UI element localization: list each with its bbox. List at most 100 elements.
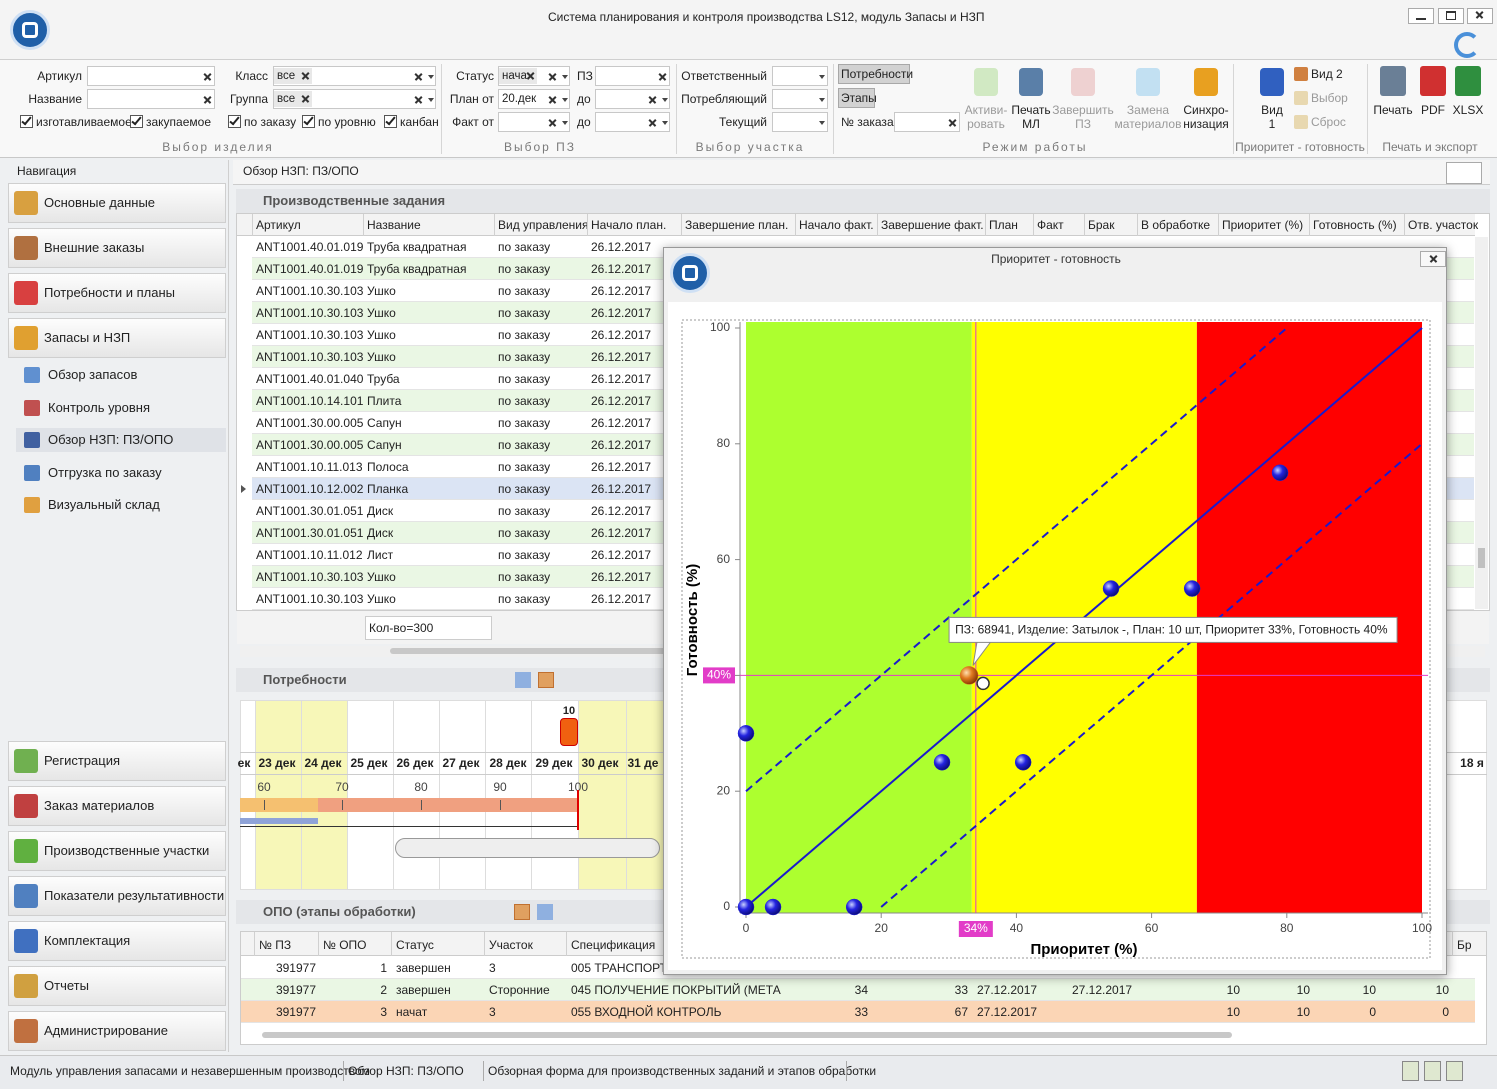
need-marker[interactable] — [560, 718, 578, 746]
ribbon-button-label[interactable]: Вид — [1261, 103, 1283, 117]
field-value[interactable]: все — [277, 70, 296, 82]
nav-label[interactable]: Основные данные — [44, 195, 156, 210]
input-field[interactable] — [772, 66, 828, 86]
status-icon[interactable] — [1402, 1061, 1419, 1081]
dropdown-arrow[interactable] — [662, 98, 668, 102]
nav-label[interactable]: Показатели результативности — [44, 888, 225, 903]
nav-sub-label[interactable]: Обзор НЗП: ПЗ/ОПО — [48, 432, 174, 447]
mode-toggle[interactable] — [838, 64, 910, 84]
export-label[interactable]: Печать — [1373, 103, 1413, 117]
checkbox-label[interactable]: закупаемое — [146, 115, 212, 129]
window-button[interactable] — [1408, 8, 1434, 24]
column-header[interactable]: Факт — [1037, 218, 1064, 232]
column-header[interactable]: Начало факт. — [799, 218, 874, 232]
view-label[interactable]: Выбор — [1311, 91, 1348, 105]
nav-button[interactable] — [8, 876, 226, 916]
checkbox-label[interactable]: изготавливаемое — [36, 115, 132, 129]
nav-label[interactable]: Регистрация — [44, 753, 120, 768]
ribbon-button-label[interactable]: материалов — [1114, 117, 1182, 131]
sync-button[interactable] — [1454, 32, 1480, 58]
ribbon-button-icon[interactable] — [1194, 68, 1218, 96]
gantt-scroll-thumb[interactable] — [395, 838, 660, 858]
dropdown-arrow[interactable] — [662, 121, 668, 125]
dropdown-arrow[interactable] — [428, 75, 434, 79]
input-field[interactable] — [273, 66, 436, 86]
dropdown-arrow[interactable] — [562, 121, 568, 125]
nav-label[interactable]: Запасы и НЗП — [44, 330, 131, 345]
ribbon-button-icon[interactable] — [1019, 68, 1043, 96]
export-icon[interactable] — [1455, 66, 1481, 96]
nav-button[interactable] — [8, 786, 226, 826]
ribbon-button-icon[interactable] — [1136, 68, 1160, 96]
column-header[interactable]: Брак — [1088, 218, 1115, 232]
input-field[interactable] — [273, 89, 436, 109]
view-icon[interactable] — [1294, 91, 1308, 105]
view-toggle[interactable] — [537, 904, 553, 920]
nav-button[interactable] — [8, 318, 226, 358]
view-label[interactable]: Сброс — [1311, 115, 1346, 129]
ribbon-button-label[interactable]: ровать — [967, 117, 1005, 131]
checkbox-label[interactable]: по уровню — [318, 115, 376, 129]
input-field[interactable] — [498, 112, 570, 132]
view-toggle[interactable] — [514, 904, 530, 920]
input-field[interactable] — [595, 89, 670, 109]
window-button[interactable] — [1438, 8, 1464, 24]
nav-button[interactable] — [8, 1011, 226, 1051]
ribbon-button-label[interactable]: Замена — [1126, 103, 1170, 117]
nav-button[interactable] — [8, 183, 226, 223]
nav-label[interactable]: Отчеты — [44, 978, 89, 993]
dropdown-arrow[interactable] — [819, 121, 825, 125]
ribbon-button-label[interactable]: ПЗ — [1075, 117, 1091, 131]
nav-sub-label[interactable]: Отгрузка по заказу — [48, 465, 162, 480]
column-header[interactable]: Начало план. — [591, 218, 667, 232]
nav-label[interactable]: Внешние заказы — [44, 240, 145, 255]
column-header[interactable]: Спецификация — [571, 938, 656, 952]
view-icon[interactable] — [1294, 67, 1308, 81]
column-header[interactable]: В обработке — [1141, 218, 1211, 232]
ribbon-button-label[interactable]: 1 — [1268, 117, 1276, 131]
nav-button[interactable] — [8, 921, 226, 961]
nav-button[interactable] — [8, 831, 226, 871]
mode-label[interactable]: Этапы — [841, 91, 877, 105]
input-field[interactable] — [595, 112, 670, 132]
column-header[interactable]: Завершение факт. — [881, 218, 984, 232]
grid-row[interactable] — [241, 1001, 1475, 1023]
ribbon-button-icon[interactable] — [1071, 68, 1095, 96]
nav-label[interactable]: Заказ материалов — [44, 798, 155, 813]
ribbon-button-label[interactable]: Печать — [1011, 103, 1051, 117]
nav-button[interactable] — [8, 228, 226, 268]
column-header[interactable]: Статус — [396, 938, 434, 952]
column-header[interactable]: План — [989, 218, 1018, 232]
checkbox[interactable] — [20, 115, 33, 128]
input-field[interactable] — [772, 112, 828, 132]
checkbox-label[interactable]: канбан — [400, 115, 439, 129]
checkbox[interactable] — [384, 115, 397, 128]
column-header[interactable]: Готовность (%) — [1313, 218, 1397, 232]
column-header[interactable]: № ПЗ — [259, 938, 292, 952]
input-field[interactable] — [87, 89, 215, 109]
nav-label[interactable]: Комплектация — [44, 933, 131, 948]
nav-sub-label[interactable]: Визуальный склад — [48, 497, 160, 512]
column-header[interactable]: Вид управления — [498, 218, 589, 232]
dropdown-arrow[interactable] — [428, 98, 434, 102]
dropdown-arrow[interactable] — [819, 98, 825, 102]
ribbon-button-label[interactable]: Синхро- — [1183, 103, 1229, 117]
field-value[interactable]: нача — [502, 70, 527, 82]
view-label[interactable]: Вид 2 — [1311, 67, 1343, 81]
column-header[interactable]: № ОПО — [323, 938, 367, 952]
view-toggle[interactable] — [515, 672, 531, 688]
column-header[interactable]: Участок — [489, 938, 533, 952]
field-value[interactable]: 20.дек — [502, 93, 537, 105]
export-icon[interactable] — [1380, 66, 1406, 96]
ribbon-button-icon[interactable] — [974, 68, 998, 96]
input-field[interactable] — [498, 89, 570, 109]
status-icon[interactable] — [1446, 1061, 1463, 1081]
ribbon-button-label[interactable]: Активи- — [964, 103, 1008, 117]
mode-toggle[interactable] — [838, 88, 875, 108]
field-value[interactable]: все — [277, 93, 296, 105]
input-field[interactable] — [87, 66, 215, 86]
mode-label[interactable]: Потребности — [841, 67, 914, 81]
dropdown-arrow[interactable] — [562, 75, 568, 79]
column-header[interactable]: Название — [367, 218, 421, 232]
view-toggle[interactable] — [538, 672, 554, 688]
